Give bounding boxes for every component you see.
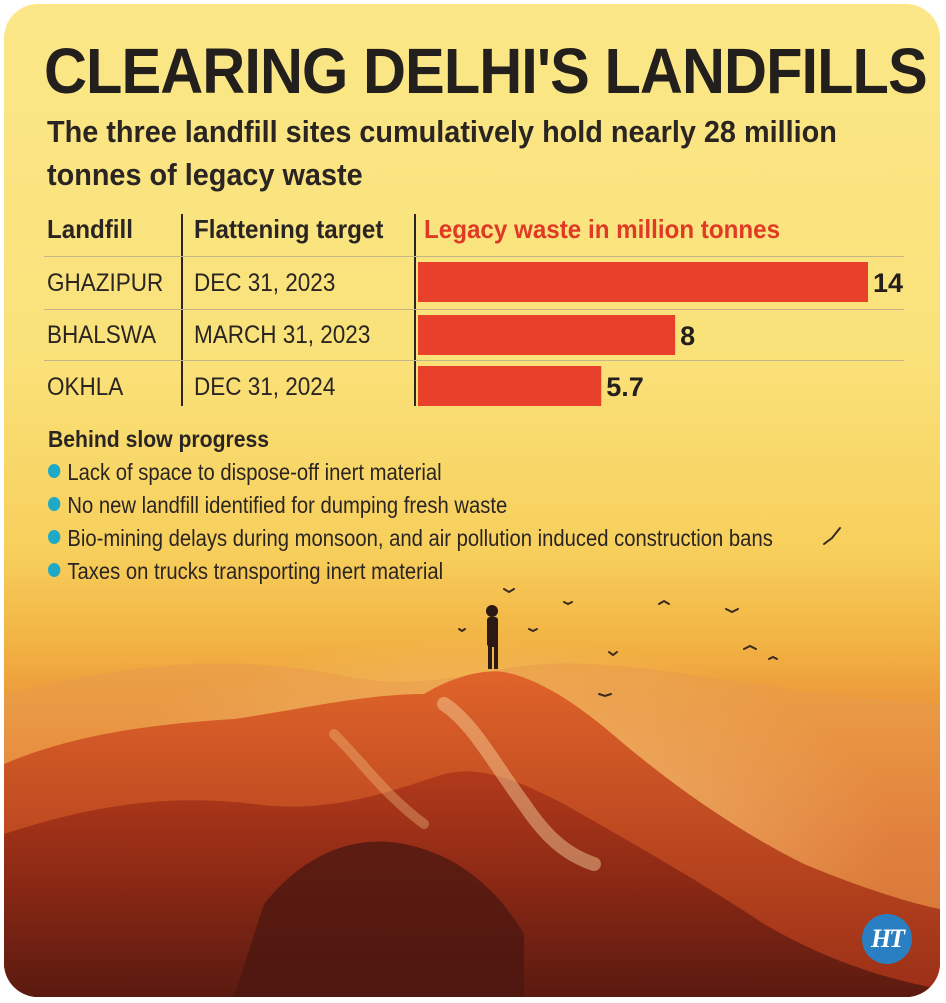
page-subtitle: The three landfill sites cumulatively ho… [47, 114, 837, 192]
landfill-photo [4, 527, 940, 997]
row-landfill-okhla: OKHLA [47, 373, 124, 401]
page-title: CLEARING DELHI'S LANDFILLS [44, 35, 928, 107]
progress-item: Lack of space to dispose-off inert mater… [48, 459, 442, 486]
bullet-dot [48, 563, 61, 577]
bullet-dot [48, 530, 61, 544]
progress-item: Bio-mining delays during monsoon, and ai… [48, 525, 773, 552]
col-header-landfill: Landfill [47, 214, 133, 244]
person-silhouette [486, 605, 498, 669]
row-divider [44, 360, 904, 361]
column-divider-2 [414, 214, 416, 406]
column-divider-1 [181, 214, 183, 406]
row-divider [44, 309, 904, 310]
row-target-okhla: DEC 31, 2024 [194, 373, 336, 401]
infographic-card: CLEARING DELHI'S LANDFILLS The three lan… [4, 4, 940, 997]
birds [458, 527, 841, 698]
progress-item: No new landfill identified for dumping f… [48, 492, 507, 519]
bullet-dot [48, 464, 61, 478]
ht-logo: HT [862, 914, 912, 964]
bullet-dot [48, 497, 61, 511]
row-divider [44, 256, 904, 257]
col-header-target: Flattening target [194, 214, 384, 244]
row-target-ghazipur: DEC 31, 2023 [194, 269, 336, 297]
progress-title: Behind slow progress [48, 426, 270, 452]
row-target-bhalswa: MARCH 31, 2023 [194, 321, 371, 349]
progress-item: Taxes on trucks transporting inert mater… [48, 558, 443, 585]
chart-title: Legacy waste in million tonnes [424, 214, 781, 244]
row-landfill-ghazipur: GHAZIPUR [47, 269, 164, 297]
row-landfill-bhalswa: BHALSWA [47, 321, 157, 349]
